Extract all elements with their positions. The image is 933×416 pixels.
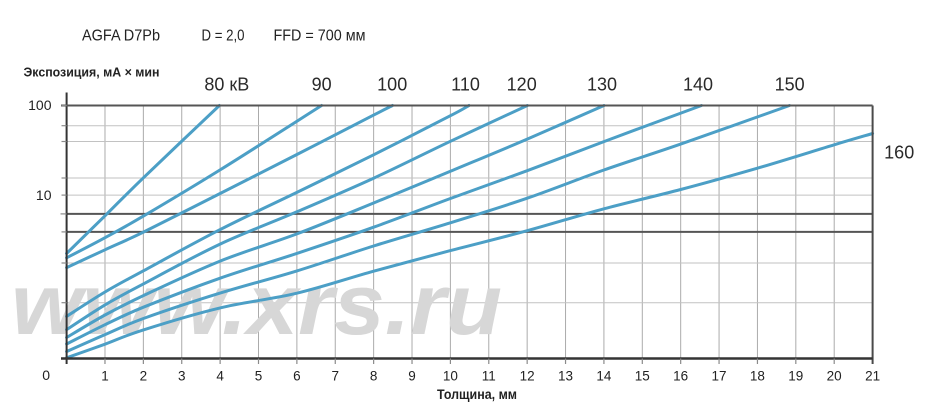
svg-text:120: 120 xyxy=(507,75,537,95)
svg-text:2: 2 xyxy=(140,369,148,384)
svg-text:100: 100 xyxy=(28,97,52,113)
svg-text:140: 140 xyxy=(683,75,713,95)
svg-text:www.xrs.ru: www.xrs.ru xyxy=(11,257,502,353)
svg-text:5: 5 xyxy=(255,369,263,384)
svg-text:18: 18 xyxy=(750,369,765,384)
svg-text:4: 4 xyxy=(216,369,224,384)
svg-text:13: 13 xyxy=(558,369,573,384)
svg-text:0: 0 xyxy=(42,367,50,383)
svg-text:160: 160 xyxy=(884,143,914,163)
svg-text:15: 15 xyxy=(635,369,650,384)
svg-text:AGFA D7Pb: AGFA D7Pb xyxy=(82,28,160,45)
svg-text:16: 16 xyxy=(673,369,688,384)
svg-text:6: 6 xyxy=(293,369,301,384)
svg-text:12: 12 xyxy=(520,369,535,384)
svg-text:3: 3 xyxy=(178,369,186,384)
svg-text:11: 11 xyxy=(482,369,496,384)
svg-text:D = 2,0: D = 2,0 xyxy=(202,28,245,45)
svg-text:14: 14 xyxy=(596,369,612,384)
svg-text:8: 8 xyxy=(370,369,378,384)
svg-text:10: 10 xyxy=(443,369,458,384)
svg-text:150: 150 xyxy=(775,75,805,95)
svg-text:Экспозиция, мА × мин: Экспозиция, мА × мин xyxy=(24,65,160,80)
svg-text:80 кВ: 80 кВ xyxy=(204,75,249,95)
svg-text:Толщина, мм: Толщина, мм xyxy=(437,387,517,402)
svg-text:130: 130 xyxy=(587,75,617,95)
svg-text:90: 90 xyxy=(312,75,332,95)
svg-text:21: 21 xyxy=(865,369,880,384)
svg-text:9: 9 xyxy=(408,369,416,384)
svg-text:17: 17 xyxy=(712,369,727,384)
svg-text:1: 1 xyxy=(101,369,109,384)
svg-text:7: 7 xyxy=(332,369,340,384)
svg-text:10: 10 xyxy=(36,187,52,203)
svg-text:19: 19 xyxy=(788,369,803,384)
svg-text:110: 110 xyxy=(451,75,480,95)
svg-text:FFD = 700 мм: FFD = 700 мм xyxy=(274,28,366,45)
svg-text:100: 100 xyxy=(377,75,407,95)
svg-text:20: 20 xyxy=(827,369,842,384)
